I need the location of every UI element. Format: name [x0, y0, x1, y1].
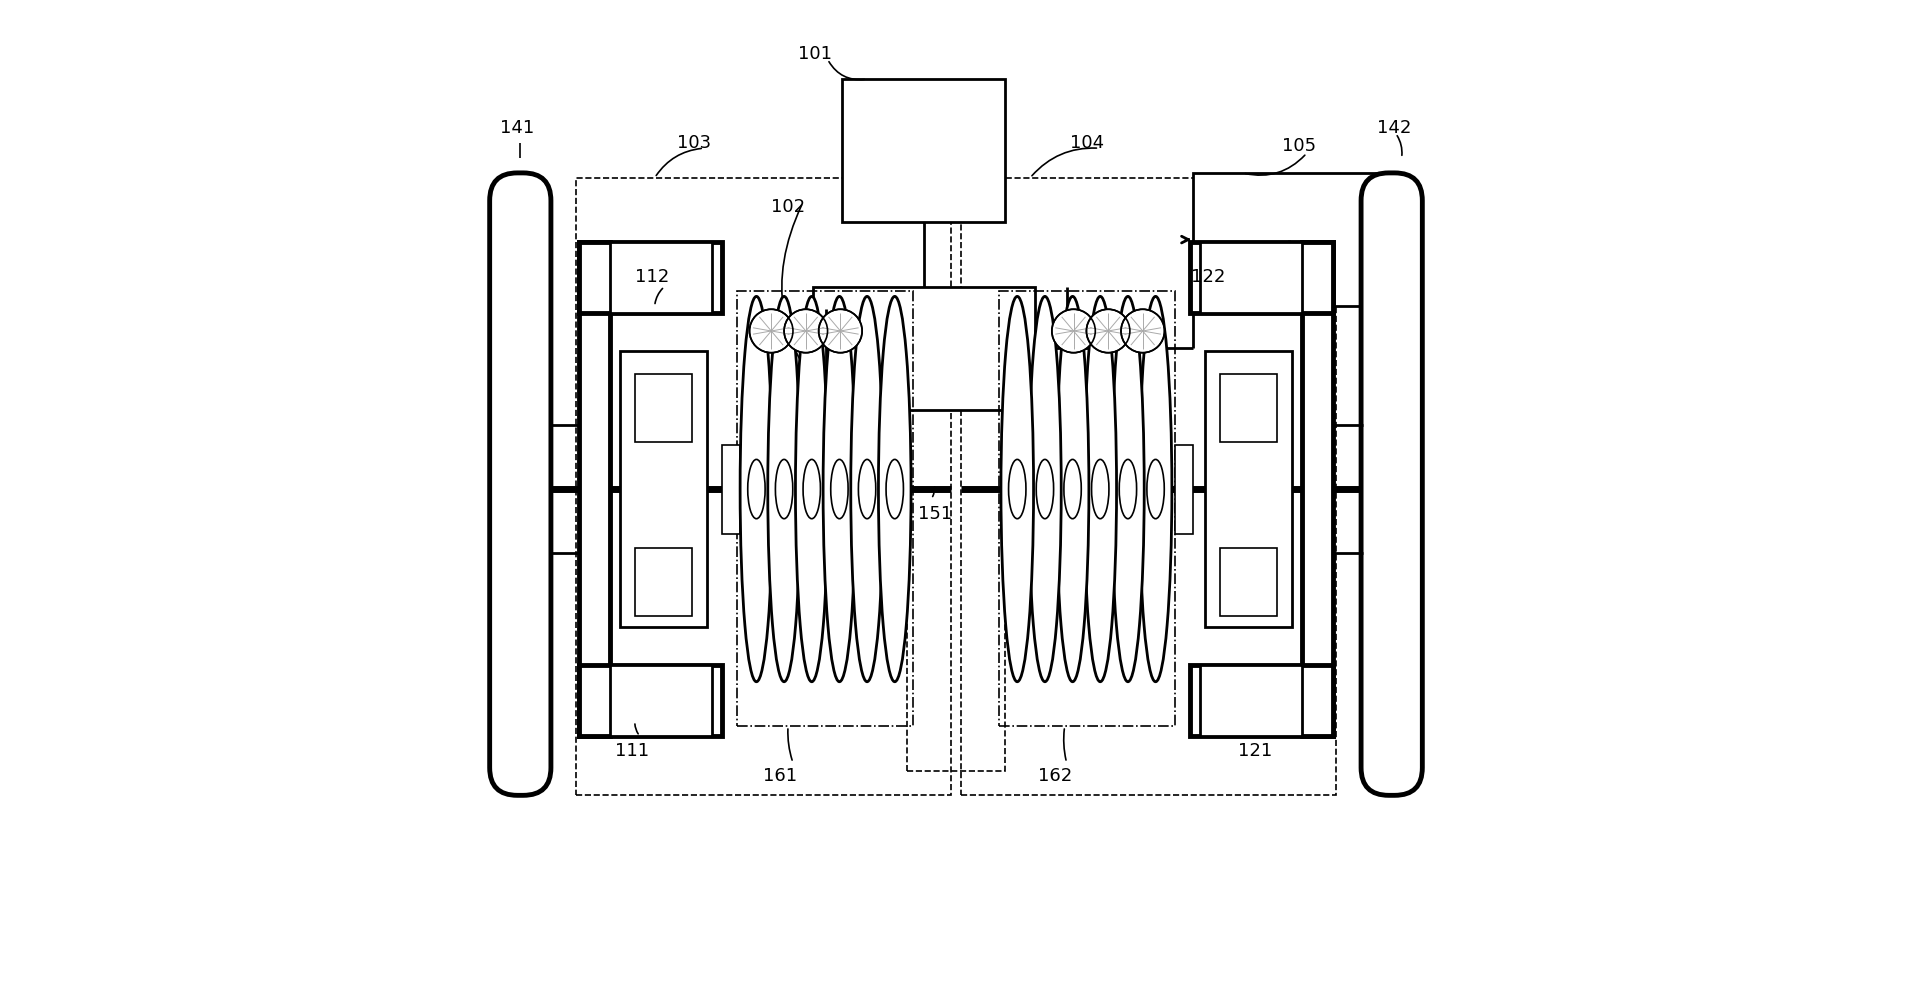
- Ellipse shape: [803, 459, 820, 519]
- FancyBboxPatch shape: [1361, 173, 1423, 795]
- FancyBboxPatch shape: [489, 173, 551, 795]
- Text: 121: 121: [1237, 742, 1271, 760]
- Circle shape: [1120, 309, 1164, 353]
- Bar: [736, 291, 912, 726]
- Bar: [610, 665, 711, 736]
- Bar: [619, 351, 707, 627]
- Ellipse shape: [878, 296, 910, 682]
- Ellipse shape: [1063, 459, 1082, 519]
- Circle shape: [818, 309, 862, 353]
- Ellipse shape: [830, 459, 849, 519]
- Circle shape: [784, 309, 828, 353]
- Bar: [1302, 242, 1333, 736]
- Ellipse shape: [1002, 296, 1034, 682]
- Bar: [1189, 665, 1333, 736]
- Text: 151: 151: [918, 505, 952, 523]
- Bar: [813, 287, 1034, 410]
- Bar: [906, 336, 1006, 771]
- Bar: [1000, 291, 1176, 726]
- Ellipse shape: [776, 459, 793, 519]
- Text: 161: 161: [763, 767, 797, 784]
- Ellipse shape: [851, 296, 883, 682]
- Bar: [635, 374, 692, 442]
- Ellipse shape: [1008, 459, 1027, 519]
- Ellipse shape: [1084, 296, 1117, 682]
- Bar: [1220, 374, 1277, 442]
- Bar: [803, 405, 847, 459]
- Ellipse shape: [822, 296, 857, 682]
- Ellipse shape: [1140, 296, 1172, 682]
- Ellipse shape: [1055, 296, 1090, 682]
- Ellipse shape: [748, 459, 765, 519]
- Ellipse shape: [1036, 459, 1054, 519]
- Ellipse shape: [885, 459, 904, 519]
- Bar: [579, 242, 723, 313]
- Circle shape: [1086, 309, 1130, 353]
- Ellipse shape: [795, 296, 828, 682]
- Bar: [962, 178, 1336, 795]
- Ellipse shape: [1111, 296, 1143, 682]
- Bar: [1193, 173, 1386, 306]
- Text: 111: 111: [616, 742, 650, 760]
- Bar: [1205, 351, 1293, 627]
- Text: 104: 104: [1069, 134, 1103, 152]
- Ellipse shape: [1092, 459, 1109, 519]
- Text: 142: 142: [1377, 120, 1411, 137]
- Text: 112: 112: [635, 268, 669, 286]
- Bar: [1220, 548, 1277, 616]
- Ellipse shape: [1119, 459, 1136, 519]
- Text: 105: 105: [1283, 137, 1315, 155]
- Bar: [610, 242, 711, 313]
- Ellipse shape: [740, 296, 772, 682]
- Text: 101: 101: [797, 45, 832, 63]
- Bar: [1046, 405, 1088, 459]
- Text: 122: 122: [1191, 268, 1226, 286]
- Ellipse shape: [1147, 459, 1164, 519]
- Bar: [1201, 665, 1302, 736]
- Bar: [635, 548, 692, 616]
- Ellipse shape: [769, 296, 801, 682]
- Text: 103: 103: [677, 134, 711, 152]
- Bar: [579, 665, 723, 736]
- Ellipse shape: [858, 459, 876, 519]
- Bar: [1201, 242, 1302, 313]
- Bar: [843, 79, 1006, 222]
- Bar: [1176, 445, 1193, 534]
- Text: 102: 102: [771, 199, 805, 216]
- Ellipse shape: [1029, 296, 1061, 682]
- Bar: [576, 178, 950, 795]
- Bar: [1189, 242, 1333, 313]
- Bar: [579, 242, 610, 736]
- Bar: [723, 445, 740, 534]
- Text: 141: 141: [499, 120, 533, 137]
- Text: 162: 162: [1038, 767, 1073, 784]
- Circle shape: [750, 309, 793, 353]
- Circle shape: [1052, 309, 1096, 353]
